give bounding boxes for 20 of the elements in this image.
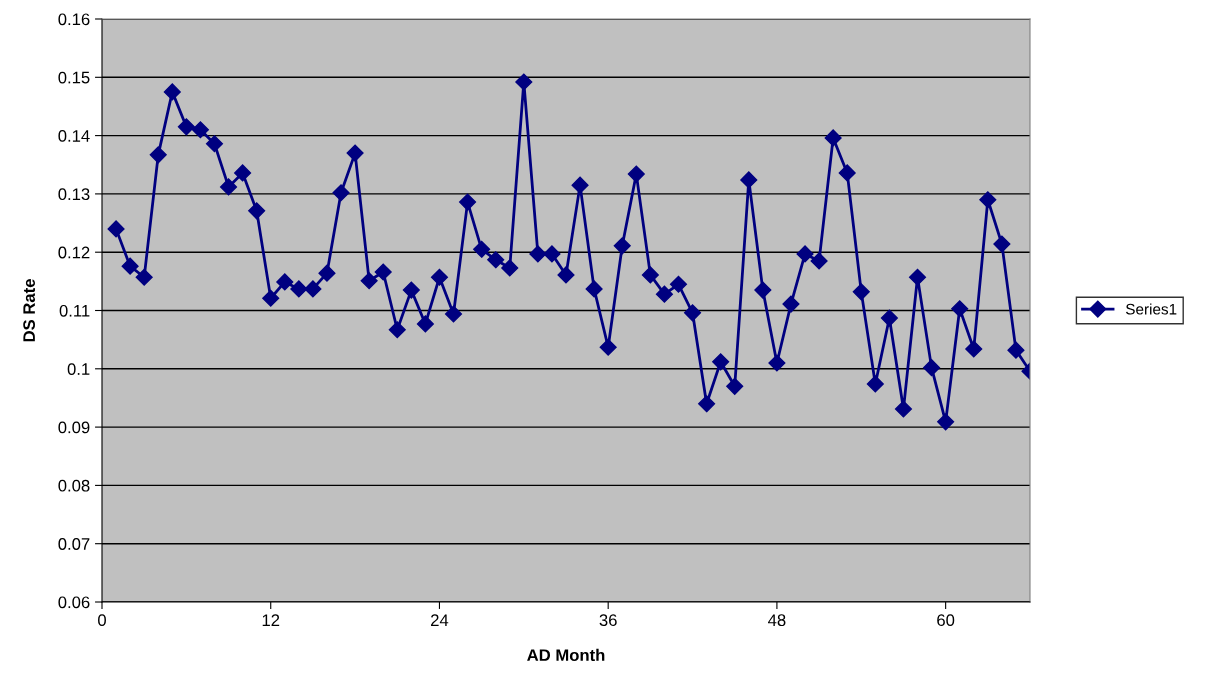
x-tick-label: 36 [599,614,617,627]
y-tick-label: 0.09 [58,421,90,434]
x-tick-label: 0 [98,614,106,627]
y-tick-label: 0.06 [58,596,90,609]
y-tick-label: 0.12 [58,246,90,259]
x-tick-label: 12 [262,614,280,626]
y-tick-label: 0.13 [58,188,90,201]
y-tick-label: 0.07 [58,538,90,550]
x-tick-label: 48 [768,614,786,627]
y-tick-label: 0.16 [58,13,90,26]
legend-label: Series1 [1125,303,1177,315]
y-tick-label: 0.1 [67,363,90,375]
y-tick-label: 0.14 [58,130,90,142]
y-axis-title: DS Rate [23,279,36,342]
y-tick-label: 0.11 [59,304,90,317]
y-tick-label: 0.08 [58,479,90,492]
y-tick-label: 0.15 [58,71,90,84]
x-tick-label: 60 [937,614,955,627]
x-tick-label: 24 [431,614,449,626]
x-axis-title: AD Month [527,648,605,662]
